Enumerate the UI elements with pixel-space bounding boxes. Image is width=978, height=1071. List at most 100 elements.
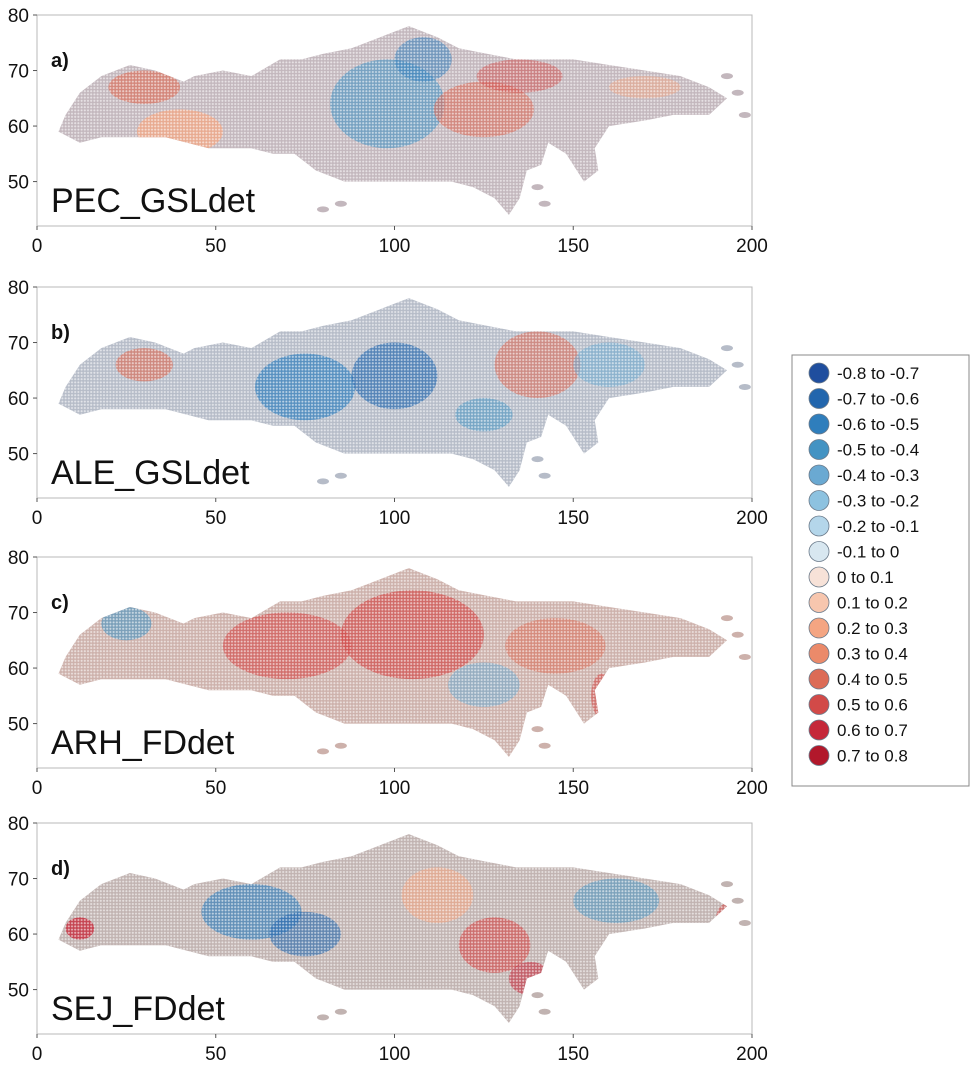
- x-tick-label: 200: [736, 1044, 768, 1065]
- island: [334, 1008, 347, 1015]
- island: [720, 73, 733, 80]
- island: [538, 200, 551, 207]
- island: [531, 184, 544, 191]
- x-tick-label: 0: [32, 236, 43, 257]
- island: [538, 742, 551, 749]
- legend-swatch: [808, 388, 830, 409]
- y-tick-label: 70: [8, 62, 29, 83]
- legend-label: 0.3 to 0.4: [837, 645, 908, 664]
- island: [317, 206, 329, 213]
- map-panel-c: 50 60 70 80 0 50 100 150 200 c) ARH_FDdet: [8, 548, 768, 799]
- legend-label: 0.2 to 0.3: [837, 619, 908, 638]
- legend-swatch: [808, 719, 830, 741]
- x-tick-label: 150: [557, 508, 589, 529]
- island: [720, 345, 733, 352]
- island: [531, 726, 544, 733]
- legend-swatch: [808, 413, 830, 435]
- x-tick-label: 200: [736, 236, 768, 257]
- x-tick-label: 0: [32, 508, 43, 529]
- legend-label: 0.1 to 0.2: [837, 594, 908, 613]
- x-tick-label: 150: [557, 236, 589, 257]
- legend-swatch: [808, 745, 830, 766]
- island: [334, 200, 347, 207]
- island: [738, 653, 751, 660]
- island: [738, 111, 751, 118]
- island: [538, 1008, 551, 1015]
- y-tick-label: 60: [8, 925, 29, 946]
- legend-label: 0 to 0.1: [837, 568, 894, 587]
- y-tick-label: 60: [8, 389, 29, 410]
- island: [738, 383, 751, 390]
- legend-label: 0.4 to 0.5: [837, 670, 908, 689]
- legend-swatch: [808, 490, 830, 511]
- x-tick-label: 50: [205, 236, 226, 257]
- island: [334, 472, 347, 479]
- x-tick-label: 0: [32, 1044, 43, 1065]
- y-tick-label: 80: [8, 548, 29, 569]
- island: [531, 456, 544, 463]
- legend-swatch: [808, 694, 830, 715]
- x-tick-label: 50: [205, 508, 226, 529]
- panel-name: SEJ_FDdet: [51, 990, 225, 1028]
- y-tick-label: 60: [8, 117, 29, 138]
- legend-swatch: [808, 464, 830, 486]
- x-tick-label: 150: [557, 778, 589, 799]
- legend-label: -0.1 to 0: [837, 543, 899, 562]
- legend-swatch: [808, 541, 830, 562]
- x-tick-label: 100: [379, 778, 411, 799]
- grid-dots: [58, 568, 727, 757]
- x-tick-label: 200: [736, 778, 768, 799]
- y-tick-label: 80: [8, 814, 29, 835]
- island: [731, 89, 744, 96]
- legend-swatch: [808, 515, 830, 537]
- map-panel-b: 50 60 70 80 0 50 100 150 200 b) ALE_GSLdet: [8, 278, 768, 529]
- x-tick-label: 50: [205, 1044, 226, 1065]
- y-tick-label: 50: [8, 445, 29, 466]
- y-tick-label: 60: [8, 659, 29, 680]
- x-tick-label: 0: [32, 778, 43, 799]
- y-tick-label: 50: [8, 981, 29, 1002]
- y-tick-label: 80: [8, 278, 29, 299]
- panel-name: ARH_FDdet: [51, 724, 235, 762]
- panel-letter: b): [51, 322, 70, 344]
- y-tick-label: 70: [8, 870, 29, 891]
- legend-swatch: [808, 439, 830, 460]
- legend-swatch: [808, 668, 830, 690]
- island: [538, 472, 551, 479]
- panel-letter: a): [51, 50, 69, 72]
- legend-swatch: [808, 362, 830, 384]
- x-tick-label: 150: [557, 1044, 589, 1065]
- legend-label: 0.5 to 0.6: [837, 696, 908, 715]
- legend-label: -0.2 to -0.1: [837, 517, 919, 536]
- legend-label: -0.7 to -0.6: [837, 390, 919, 409]
- legend-swatch: [808, 617, 830, 639]
- y-tick-label: 70: [8, 334, 29, 355]
- legend-label: -0.8 to -0.7: [837, 364, 919, 383]
- grid-dots: [58, 298, 727, 487]
- panel-letter: c): [51, 592, 69, 614]
- island: [720, 615, 733, 622]
- y-tick-label: 50: [8, 173, 29, 194]
- island: [317, 1014, 329, 1021]
- legend-swatch: [808, 643, 830, 664]
- legend-label: -0.6 to -0.5: [837, 415, 919, 434]
- legend-label: 0.6 to 0.7: [837, 721, 908, 740]
- x-tick-label: 100: [379, 236, 411, 257]
- legend-label: 0.7 to 0.8: [837, 747, 908, 766]
- map-panel-a: 50 60 70 80 0 50 100 150 200 a) PEC_GSLdet: [8, 6, 768, 257]
- island: [731, 631, 744, 638]
- map-panel-d: 50 60 70 80 0 50 100 150 200 d) SEJ_FDdet: [8, 814, 768, 1065]
- legend-label: -0.4 to -0.3: [837, 466, 919, 485]
- panel-name: ALE_GSLdet: [51, 454, 250, 492]
- x-tick-label: 100: [379, 508, 411, 529]
- grid-dots: [58, 26, 727, 215]
- y-tick-label: 80: [8, 6, 29, 27]
- island: [334, 742, 347, 749]
- island: [731, 361, 744, 368]
- x-tick-label: 100: [379, 1044, 411, 1065]
- island: [738, 919, 751, 926]
- island: [720, 881, 733, 888]
- island: [317, 478, 329, 485]
- y-tick-label: 50: [8, 715, 29, 736]
